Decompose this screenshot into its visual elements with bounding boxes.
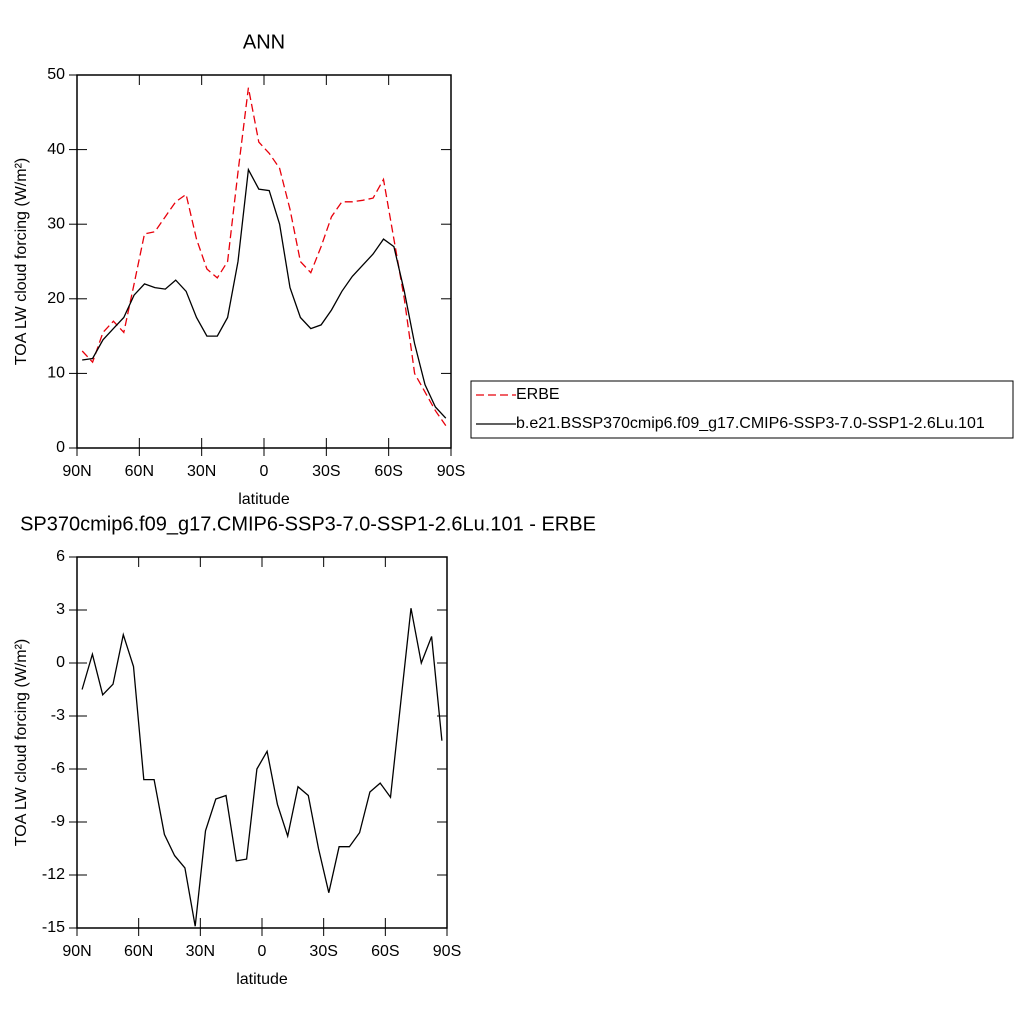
legend-label: ERBE: [516, 386, 560, 403]
x-tick-label: 60S: [374, 463, 402, 480]
y-axis-label: TOA LW cloud forcing (W/m²): [13, 639, 30, 846]
x-axis-label: latitude: [236, 971, 288, 988]
x-tick-label: 60N: [124, 943, 153, 960]
legend-box: [470, 380, 1014, 439]
y-tick-label: 0: [56, 654, 65, 671]
plot-frame: [76, 556, 448, 929]
y-tick-label: -9: [51, 813, 65, 830]
x-tick-label: 60N: [125, 463, 154, 480]
x-tick-label: 60S: [371, 943, 399, 960]
x-tick-label: 90N: [62, 943, 91, 960]
y-tick-label: -15: [42, 919, 65, 936]
y-tick-label: 30: [47, 215, 65, 232]
y-tick-label: -6: [51, 760, 65, 777]
x-tick-label: 30N: [186, 943, 215, 960]
y-axis-label: TOA LW cloud forcing (W/m²): [13, 158, 30, 365]
chart-title: ANN: [243, 31, 285, 53]
data-line: [82, 167, 447, 419]
x-tick-label: 90S: [437, 463, 465, 480]
y-tick-label: 10: [47, 365, 65, 382]
x-axis-label: latitude: [238, 491, 290, 508]
y-tick-label: 6: [56, 548, 65, 565]
plot-frame: [76, 74, 452, 449]
data-line: [81, 608, 443, 927]
data-line: [81, 87, 447, 426]
x-tick-label: 0: [258, 943, 267, 960]
y-tick-label: 20: [47, 290, 65, 307]
y-tick-label: -3: [51, 707, 65, 724]
y-tick-label: 0: [56, 439, 65, 456]
x-tick-label: 30S: [312, 463, 340, 480]
x-tick-label: 90N: [62, 463, 91, 480]
x-tick-label: 30N: [187, 463, 216, 480]
x-tick-label: 0: [260, 463, 269, 480]
x-tick-label: 30S: [309, 943, 337, 960]
y-tick-label: 3: [56, 601, 65, 618]
y-tick-label: 40: [47, 141, 65, 158]
y-tick-label: -12: [42, 866, 65, 883]
chart-title: SP370cmip6.f09_g17.CMIP6-SSP3-7.0-SSP1-2…: [20, 513, 596, 535]
x-tick-label: 90S: [433, 943, 461, 960]
y-tick-label: 50: [47, 66, 65, 83]
legend-label: b.e21.BSSP370cmip6.f09_g17.CMIP6-SSP3-7.…: [516, 415, 985, 432]
